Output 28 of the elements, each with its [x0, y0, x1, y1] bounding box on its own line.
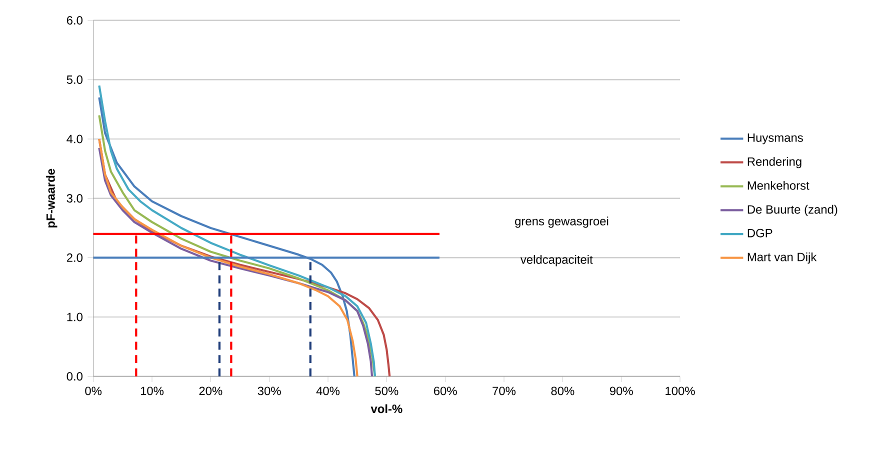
x-tick-label: 90% [610, 386, 633, 396]
y-tick-label: 0.0 [66, 372, 83, 381]
annotation: veldcapaciteit [520, 255, 593, 266]
y-tick-label: 3.0 [66, 194, 83, 203]
x-tick-label: 0% [85, 386, 102, 396]
annotation: grens gewasgroei [515, 216, 608, 228]
x-tick-label: 30% [258, 386, 281, 396]
x-tick-label: 20% [199, 386, 222, 396]
legend-label: Mart van Dijk [748, 252, 817, 264]
legend-label: Huysmans [748, 134, 803, 144]
y-tick-label: 6.0 [66, 16, 83, 25]
y-tick-label: 4.0 [66, 134, 83, 144]
legend-label: De Buurte (zand) [748, 204, 838, 216]
x-tick-label: 70% [492, 386, 516, 396]
y-tick-label: 5.0 [66, 75, 83, 84]
x-tick-label: 50% [375, 386, 398, 396]
x-axis-title: vol-% [370, 404, 402, 414]
x-tick-label: 60% [434, 386, 457, 396]
y-tick-label: 2.0 [66, 253, 83, 262]
y-axis-title: pF-waarde [46, 168, 58, 228]
legend-label: Rendering [748, 157, 802, 168]
x-tick-label: 100% [666, 386, 695, 396]
x-tick-label: 80% [551, 386, 574, 396]
x-tick-label: 40% [316, 386, 340, 396]
x-tick-label: 10% [140, 386, 164, 396]
y-tick-label: 1.0 [67, 312, 83, 322]
legend-label: Menkehorst [748, 180, 810, 190]
legend-label: DGP [748, 228, 772, 238]
